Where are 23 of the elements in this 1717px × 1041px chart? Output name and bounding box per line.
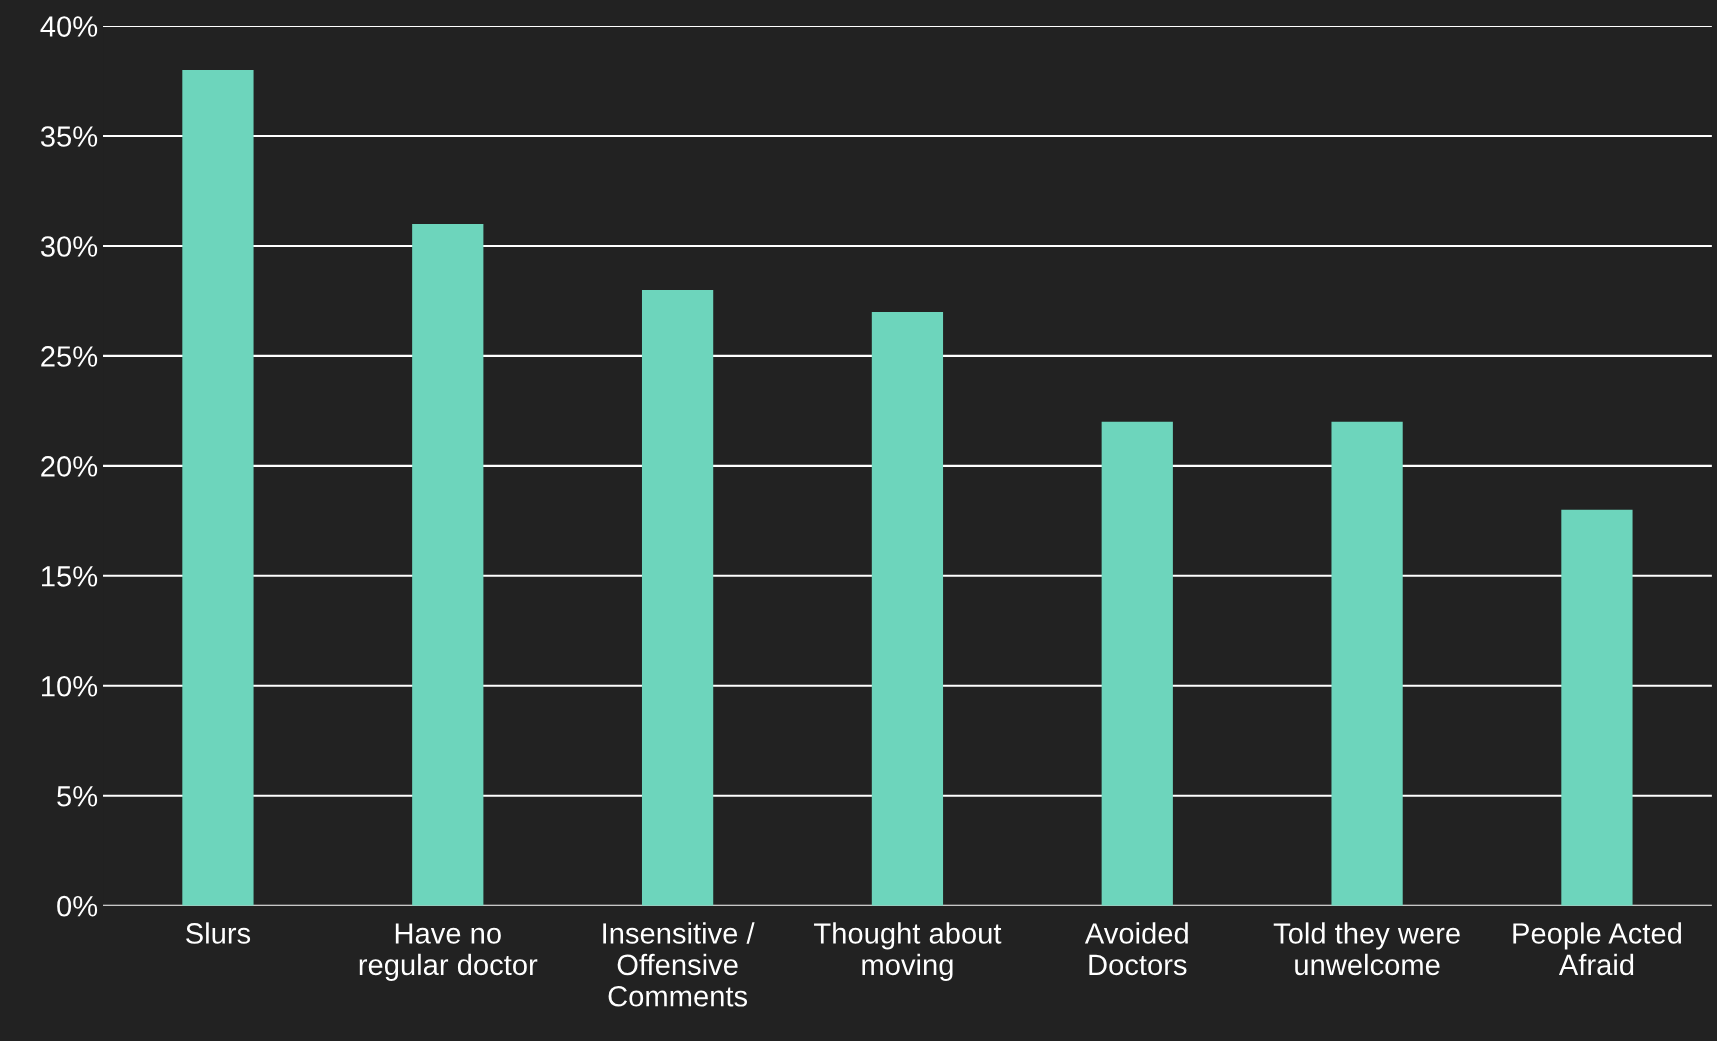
y-tick-label: 0% [57, 895, 98, 917]
y-tick-label: 35% [40, 126, 98, 147]
x-tick-label: Avoided Doctors [1084, 922, 1188, 976]
y-tick-label: 40% [40, 16, 98, 37]
x-tick-label: People Acted Afraid [1513, 922, 1682, 976]
y-tick-label: 20% [41, 456, 98, 477]
bar [182, 70, 254, 906]
bar [412, 223, 484, 906]
bar [871, 311, 944, 906]
x-tick-label: Told they were unwelcome [1273, 922, 1460, 976]
bar [1331, 421, 1403, 906]
bar [1561, 509, 1633, 906]
x-tick-label: Thought about moving [814, 922, 1002, 981]
y-tick-label: 5% [57, 786, 98, 807]
y-tick-label: 10% [42, 675, 98, 697]
x-tick-label: Insensitive / Offensive Comments [603, 922, 755, 1007]
bar [641, 289, 714, 906]
bar [1101, 421, 1173, 906]
y-tick-label: 30% [40, 236, 98, 257]
x-tick-label: Slurs [186, 922, 251, 944]
y-tick-label: 25% [41, 346, 98, 367]
x-tick-label: Have no regular doctor [359, 923, 538, 981]
y-tick-label: 15% [42, 566, 98, 587]
